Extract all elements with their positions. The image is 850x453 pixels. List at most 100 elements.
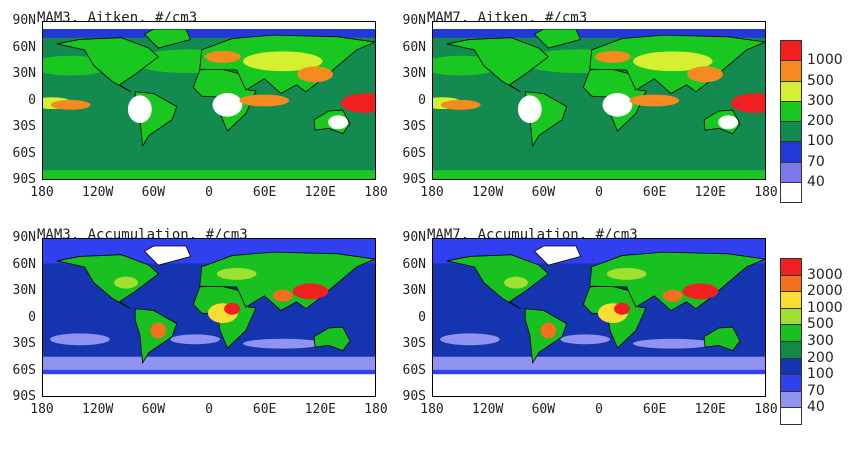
high-zone [682,283,719,300]
legend-swatch [780,80,802,102]
low-zone [517,95,542,124]
legend-swatch [780,258,802,276]
greenland [143,245,192,266]
legend-swatch [780,407,802,425]
zone [606,267,647,280]
x-tick-label: 60W [141,402,166,417]
high-zone [150,322,167,339]
y-tick-label: 30N [402,66,426,81]
high-zone [243,51,323,72]
legend-swatch [780,161,802,183]
x-tick-label: 0 [595,402,603,417]
north-america [56,254,159,310]
x-tick-label: 60W [531,185,556,200]
y-tick-label: 90S [402,389,426,404]
y-tick-label: 90N [402,13,426,28]
y-tick-label: 60N [12,39,36,55]
y-tick-label: 30N [12,283,36,298]
x-tick-label: 180 [754,402,778,417]
legend-swatch [780,274,802,293]
high-zone [662,289,683,302]
zone [50,333,110,346]
high-zone [629,94,680,107]
low-zone [602,93,633,117]
y-tick-label: 90N [12,230,36,245]
legend-level-label: 300 [807,92,834,109]
map-panel [432,21,766,180]
y-tick-label: 30S [402,336,426,351]
legend-swatch [780,390,802,409]
legend-swatch [780,181,802,203]
zone [114,276,138,289]
eurasia [589,251,765,312]
y-tick-label: 90S [12,172,36,187]
zone [504,276,528,289]
x-tick-label: 120W [472,402,504,417]
y-tick-label: 60N [12,256,36,272]
map-panel [42,21,376,180]
low-zone [718,115,739,130]
y-tick-label: 90S [402,172,426,187]
y-tick-label: 60S [402,145,426,161]
north-america [446,37,549,93]
y-tick-label: 60S [12,145,36,161]
map-panel [432,238,766,397]
high-zone [687,66,723,83]
legend-swatch [780,141,802,163]
y-tick-label: 60S [12,362,36,378]
legend-swatch [780,374,802,392]
x-tick-label: 180 [30,402,54,417]
map-panel [42,238,376,397]
legend-swatch [780,40,802,62]
legend-swatch [780,324,802,342]
x-tick-label: 60W [531,402,556,417]
legend-level-label: 200 [807,349,834,366]
north-america [446,254,549,310]
australia [313,326,351,352]
y-tick-label: 0 [418,92,426,108]
legend-level-label: 70 [807,382,825,399]
legend-swatch [780,291,802,309]
legend-level-label: 3000 [807,266,843,283]
x-tick-label: 120E [304,402,336,417]
x-tick-label: 120W [82,185,114,200]
x-tick-label: 60E [642,185,667,200]
legend-swatch [780,121,802,143]
y-tick-label: 60N [402,39,426,55]
zone [440,333,500,346]
legend-level-label: 200 [807,113,834,129]
legend-level-label: 2000 [807,283,843,300]
high-zone [272,289,293,302]
legend-swatch [780,357,802,376]
x-tick-label: 0 [205,185,213,200]
x-tick-label: 180 [420,185,444,200]
y-tick-label: 90N [12,13,36,28]
x-tick-label: 0 [595,185,603,200]
y-tick-label: 30S [12,336,36,351]
high-zone [340,93,375,113]
legend-level-label: 300 [807,333,834,349]
y-tick-label: 60S [402,362,426,378]
low-zone [328,115,349,130]
high-zone [633,51,713,72]
legend-level-label: 1000 [807,299,843,316]
y-tick-label: 60N [402,256,426,272]
legend-level-label: 70 [807,153,825,170]
x-tick-label: 180 [30,185,54,200]
x-tick-label: 180 [420,402,444,417]
legend-level-label: 40 [807,173,825,190]
low-zone [127,95,152,124]
y-tick-label: 0 [28,309,36,325]
low-zone [212,93,243,117]
high-zone [614,302,631,315]
x-tick-label: 60E [642,402,667,417]
y-tick-label: 0 [418,309,426,325]
high-zone [594,50,631,63]
legend-swatch [780,100,802,122]
y-tick-label: 90N [402,230,426,245]
x-tick-label: 180 [364,185,388,200]
x-tick-label: 60E [252,402,277,417]
x-tick-label: 180 [754,185,778,200]
zone [633,338,713,349]
high-zone [224,302,241,315]
